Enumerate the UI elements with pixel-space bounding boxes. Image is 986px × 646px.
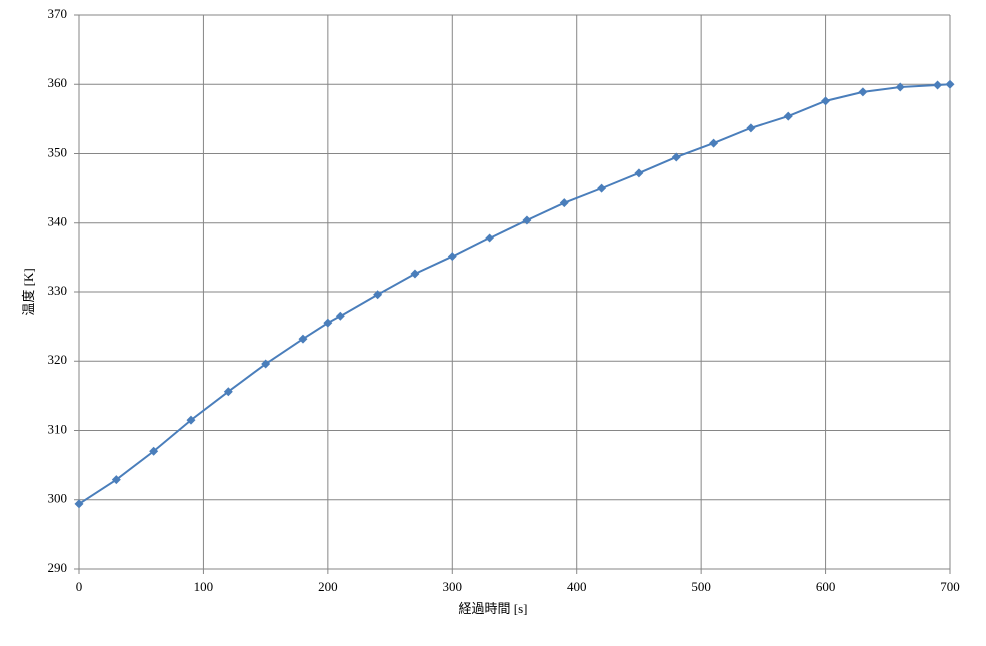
data-marker [485,233,495,243]
data-marker [821,96,831,106]
data-marker [858,87,868,97]
data-line [78,83,951,505]
data-marker [933,80,943,90]
x-tick-label: 500 [691,579,711,594]
data-marker [895,82,905,92]
data-marker [597,183,607,193]
data-marker [149,446,159,456]
data-marker [261,359,271,369]
data-marker [559,198,569,208]
y-tick-label: 310 [48,421,68,436]
x-tick-label: 700 [940,579,960,594]
y-tick-label: 300 [48,491,68,506]
x-tick-label: 200 [318,579,338,594]
x-tick-label: 300 [443,579,463,594]
x-tick-label: 400 [567,579,587,594]
x-tick-label: 600 [816,579,836,594]
data-marker [447,252,457,262]
y-tick-label: 290 [48,560,68,575]
y-axis-title: 温度 [K] [21,268,36,315]
data-marker [335,311,345,321]
data-marker [945,79,955,89]
data-marker [111,475,121,485]
y-tick-label: 360 [48,75,68,90]
data-marker [74,499,84,509]
data-marker [186,415,196,425]
data-marker [783,111,793,121]
data-marker [298,334,308,344]
x-tick-label: 0 [76,579,83,594]
y-tick-label: 340 [48,214,68,229]
data-marker [323,318,333,328]
data-marker [410,269,420,279]
data-marker [634,168,644,178]
y-tick-label: 350 [48,144,68,159]
data-marker [709,138,719,148]
data-marker [223,387,233,397]
data-marker [746,123,756,133]
y-tick-label: 330 [48,283,68,298]
y-tick-label: 370 [48,6,68,21]
x-tick-label: 100 [194,579,214,594]
data-marker [522,215,532,225]
x-axis-title: 経過時間 [s] [459,601,528,616]
data-marker [373,290,383,300]
data-marker [671,152,681,162]
y-tick-label: 320 [48,352,68,367]
